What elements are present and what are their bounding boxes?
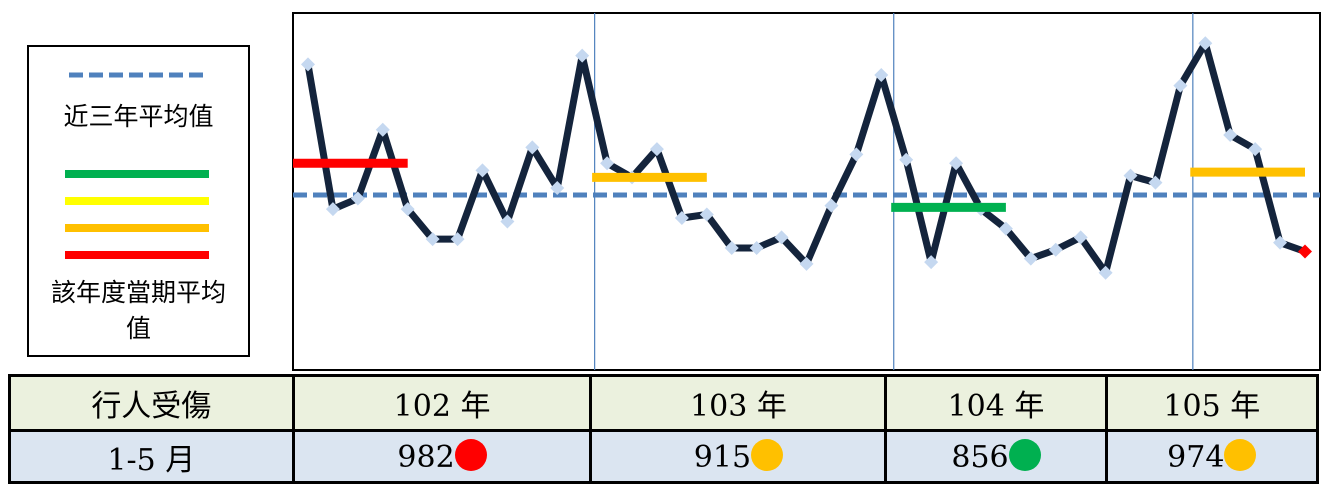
point-marker xyxy=(824,198,839,213)
point-marker xyxy=(1248,142,1263,157)
point-marker xyxy=(350,191,365,206)
header-cell: 102 年 xyxy=(291,374,593,432)
point-marker xyxy=(425,232,440,247)
value-cell: 974 xyxy=(1104,429,1320,484)
point-marker xyxy=(1273,235,1288,250)
point-marker xyxy=(475,163,490,178)
point-marker xyxy=(1098,265,1113,280)
cell-text: 974 xyxy=(1167,439,1225,475)
point-marker xyxy=(649,142,664,157)
cell-text: 856 xyxy=(951,439,1009,475)
point-marker xyxy=(1048,242,1063,257)
point-marker xyxy=(1223,128,1238,143)
point-marker xyxy=(1173,78,1188,93)
point-marker xyxy=(450,232,465,247)
point-marker xyxy=(525,140,540,155)
point-marker xyxy=(749,240,764,255)
header-cell: 103 年 xyxy=(589,374,888,432)
point-marker xyxy=(575,48,590,63)
point-marker xyxy=(600,156,615,171)
cell-text: 915 xyxy=(693,439,752,475)
point-marker xyxy=(799,256,814,271)
legend-average-label: 近三年平均值 xyxy=(63,102,214,131)
point-marker xyxy=(949,156,964,171)
value-cell: 856 xyxy=(884,429,1108,484)
value-cell: 982 xyxy=(291,429,593,484)
status-dot xyxy=(454,438,487,471)
cell-text: 982 xyxy=(397,439,455,475)
point-marker xyxy=(998,221,1013,236)
data-row: 1-5 月 982 915 856 974 xyxy=(8,429,1320,484)
point-marker xyxy=(400,202,415,217)
point-marker xyxy=(674,210,689,225)
cell-text: 1-5 月 xyxy=(107,442,196,478)
status-dot xyxy=(1008,438,1041,471)
point-marker xyxy=(550,180,565,195)
point-marker xyxy=(774,230,789,245)
data-table: 行人受傷 102 年 103 年 104 年 105 年 1-5 月 982 915 856 97… xyxy=(8,374,1320,484)
value-cell: 915 xyxy=(589,429,888,484)
point-marker xyxy=(1023,251,1038,266)
point-marker xyxy=(874,68,889,83)
point-marker xyxy=(301,57,315,72)
point-marker xyxy=(375,122,390,137)
point-marker xyxy=(899,152,914,167)
legend-graphics xyxy=(65,72,209,259)
point-marker xyxy=(849,147,864,162)
header-cell: 105 年 xyxy=(1104,374,1320,432)
chart xyxy=(292,12,1321,371)
point-marker xyxy=(924,255,939,270)
point-marker xyxy=(1298,244,1312,259)
point-marker xyxy=(1123,168,1138,183)
point-marker xyxy=(500,214,515,229)
point-marker xyxy=(724,240,739,255)
header-cell: 行人受傷 xyxy=(8,374,295,432)
status-dot xyxy=(751,438,784,471)
legend: 近三年平均值 該年度當期平均值 xyxy=(27,45,250,357)
point-marker xyxy=(1073,230,1088,245)
legend-period-label: 該年度當期平均值 xyxy=(50,278,226,343)
plot-frame xyxy=(292,12,1321,371)
point-marker xyxy=(699,207,714,222)
row-label-cell: 1-5 月 xyxy=(8,429,295,484)
status-dot xyxy=(1224,438,1257,471)
point-marker xyxy=(325,202,340,217)
header-row: 行人受傷 102 年 103 年 104 年 105 年 xyxy=(8,374,1320,432)
point-marker xyxy=(1148,175,1163,190)
point-marker xyxy=(1198,36,1213,51)
header-cell: 104 年 xyxy=(884,374,1108,432)
